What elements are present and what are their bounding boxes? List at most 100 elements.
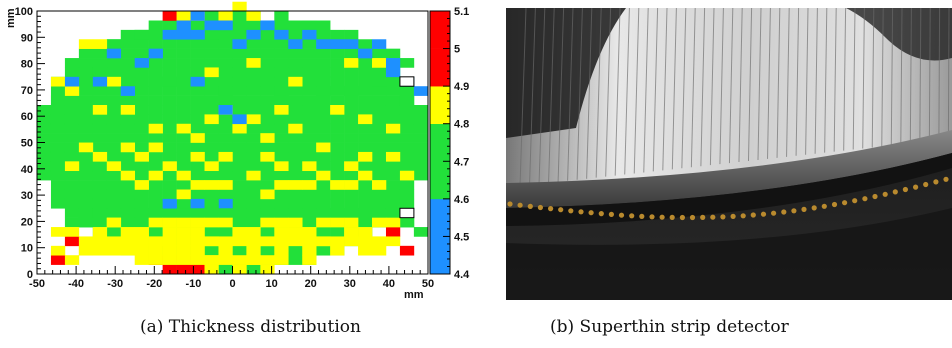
colorbar-tick-label: 4.4 [454, 269, 470, 281]
heatmap-cell [372, 208, 387, 218]
bonding-pad [791, 208, 797, 214]
heatmap-cell [232, 105, 247, 115]
heatmap-cell [316, 20, 331, 31]
heatmap-cell [344, 151, 359, 162]
heatmap-cell [358, 133, 373, 143]
heatmap-cell [190, 264, 205, 275]
x-tick-label: 10 [265, 278, 277, 290]
detector-strip [795, 8, 800, 156]
heatmap-cell [78, 86, 94, 96]
heatmap-cell [274, 245, 289, 256]
heatmap-cell [302, 245, 317, 256]
heatmap-cell [260, 29, 275, 40]
heatmap-cell [162, 151, 177, 162]
detector-strip [824, 8, 828, 153]
heatmap-cell [190, 217, 205, 228]
heatmap-cell [330, 29, 345, 40]
heatmap-cell [190, 114, 205, 125]
bonding-pad [801, 206, 807, 212]
heatmap-cell [274, 86, 289, 96]
heatmap-cell [37, 105, 52, 115]
heatmap-cell [246, 105, 261, 115]
heatmap-cell [246, 227, 261, 237]
heatmap-cell [260, 142, 275, 153]
heatmap-cell [64, 67, 80, 78]
heatmap-cell [288, 189, 303, 200]
heatmap-cell [372, 123, 387, 134]
heatmap-cell [204, 236, 219, 247]
heatmap-cell [372, 236, 387, 247]
heatmap-cell [120, 170, 136, 181]
heatmap-cell [78, 114, 94, 125]
heatmap-cell [64, 217, 80, 228]
heatmap-cell [162, 48, 177, 59]
heatmap-cell [162, 245, 177, 256]
heatmap-cell [246, 20, 261, 31]
heatmap-cell [260, 105, 275, 115]
heatmap-cell [50, 105, 66, 115]
detector-strip [671, 8, 677, 170]
heatmap-cell [399, 142, 415, 153]
heatmap-cell [385, 105, 401, 115]
silicon-sensor-surface [506, 8, 952, 188]
heatmap-cell [162, 198, 177, 209]
detector-strip [690, 8, 696, 168]
heatmap-cell [162, 86, 177, 96]
heatmap-cell [232, 29, 247, 40]
heatmap-cell [316, 114, 331, 125]
heatmap-cell [385, 133, 401, 143]
heatmap-cell [78, 208, 94, 218]
heatmap-cell [302, 67, 317, 78]
heatmap-cell [358, 170, 373, 181]
heatmap-cell [176, 39, 191, 49]
heatmap-cell [134, 95, 149, 106]
heatmap-cell [204, 123, 219, 134]
heatmap-cell [260, 133, 275, 143]
heatmap-cell [50, 133, 66, 143]
heatmap-empty-cell [399, 76, 415, 87]
heatmap-cell [176, 236, 191, 247]
heatmap-cell [288, 114, 303, 125]
heatmap-cell [134, 217, 149, 228]
heatmap-cell [274, 151, 289, 162]
heatmap-cell [64, 105, 80, 115]
heatmap-cell [288, 161, 303, 172]
colorbar-frame [429, 10, 451, 275]
heatmap-cell [50, 151, 66, 162]
heatmap-cell [246, 39, 261, 49]
heatmap-cell [106, 142, 122, 153]
heatmap-cell [176, 95, 191, 106]
detector-photo-panel: (b) Superthin strip detector [490, 0, 952, 348]
heatmap-cell [64, 76, 80, 87]
bonding-pad [548, 206, 554, 212]
heatmap-cell [274, 198, 289, 209]
heatmap-cell [162, 255, 177, 265]
heatmap-cell [372, 170, 387, 181]
heatmap-cell [50, 198, 66, 209]
heatmap-cell [358, 236, 373, 247]
heatmap-cell [260, 151, 275, 162]
heatmap-cell [190, 95, 205, 106]
heatmap-cell [274, 114, 289, 125]
heatmap-cell [330, 58, 345, 68]
bonding-pad [730, 213, 736, 219]
heatmap-cell [344, 123, 359, 134]
heatmap-cell [316, 142, 331, 153]
heatmap-cell [288, 86, 303, 96]
heatmap-cell [330, 142, 345, 153]
heatmap-cell [358, 86, 373, 96]
heatmap-cell [218, 227, 233, 237]
heatmap-cell [288, 217, 303, 228]
detector-strip [757, 8, 762, 160]
heatmap-cell [260, 39, 275, 49]
detector-strip [538, 8, 546, 184]
heatmap-cell [358, 142, 373, 153]
heatmap-cell [302, 142, 317, 153]
heatmap-cell [218, 67, 233, 78]
heatmap-cell [64, 133, 80, 143]
heatmap-cell [148, 123, 163, 134]
heatmap-cell [190, 123, 205, 134]
heatmap-cell [316, 189, 331, 200]
heatmap-cell [260, 264, 275, 275]
heatmap-cell [92, 245, 108, 256]
